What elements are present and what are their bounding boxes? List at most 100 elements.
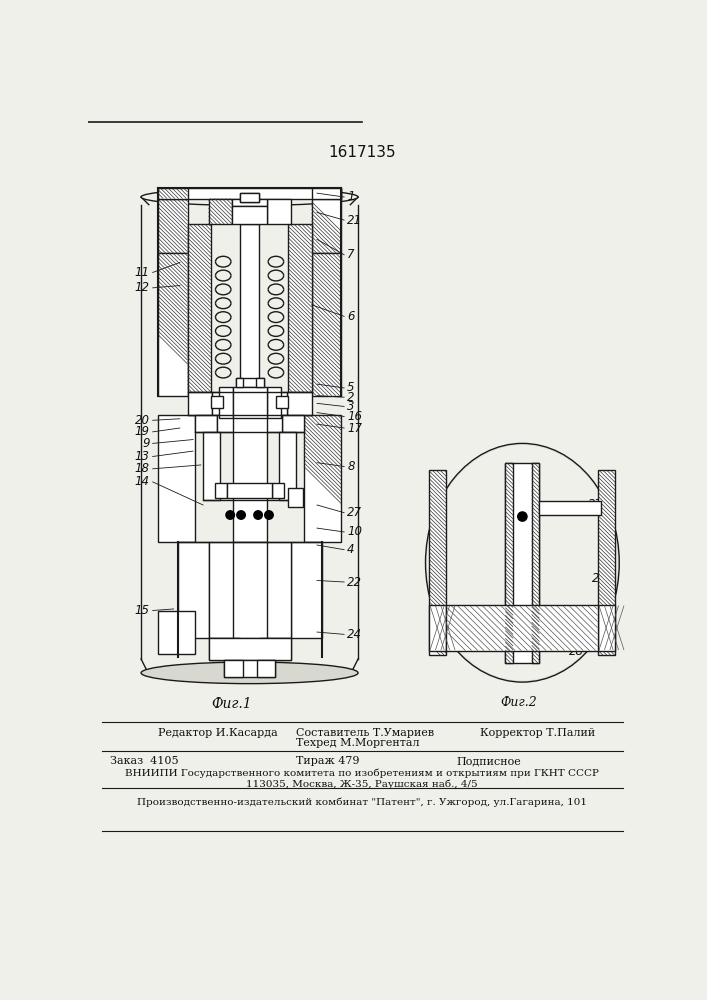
Polygon shape bbox=[532, 463, 539, 663]
Text: 3: 3 bbox=[347, 400, 355, 413]
Polygon shape bbox=[158, 611, 195, 654]
Text: Редактор И.Касарда: Редактор И.Касарда bbox=[158, 728, 278, 738]
Text: 10: 10 bbox=[347, 525, 362, 538]
Text: 21: 21 bbox=[347, 214, 362, 227]
Text: 19: 19 bbox=[134, 425, 150, 438]
Polygon shape bbox=[282, 415, 304, 432]
Polygon shape bbox=[232, 206, 267, 224]
Polygon shape bbox=[257, 660, 275, 677]
Polygon shape bbox=[187, 392, 212, 415]
Polygon shape bbox=[187, 224, 211, 392]
Text: Техред М.Моргентал: Техред М.Моргентал bbox=[296, 738, 419, 748]
Polygon shape bbox=[291, 542, 322, 638]
Text: 11: 11 bbox=[134, 266, 150, 279]
Polygon shape bbox=[304, 415, 341, 542]
Text: 17: 17 bbox=[347, 422, 362, 434]
Polygon shape bbox=[598, 605, 615, 651]
Polygon shape bbox=[598, 470, 615, 655]
Text: Подписное: Подписное bbox=[457, 756, 521, 766]
Text: 27: 27 bbox=[588, 498, 603, 512]
Ellipse shape bbox=[426, 443, 619, 682]
Text: 9: 9 bbox=[142, 437, 150, 450]
Text: ВНИИПИ Государственного комитета по изобретениям и открытиям при ГКНТ СССР: ВНИИПИ Государственного комитета по изоб… bbox=[125, 768, 599, 778]
Ellipse shape bbox=[427, 445, 618, 681]
Text: 25: 25 bbox=[592, 572, 607, 585]
Text: Фиг.2: Фиг.2 bbox=[500, 696, 537, 709]
Polygon shape bbox=[506, 463, 513, 663]
Polygon shape bbox=[203, 432, 220, 500]
Polygon shape bbox=[240, 193, 259, 202]
Polygon shape bbox=[429, 605, 446, 651]
Polygon shape bbox=[233, 542, 267, 638]
Text: 20: 20 bbox=[134, 414, 150, 427]
Circle shape bbox=[254, 511, 262, 519]
Polygon shape bbox=[233, 387, 267, 418]
Text: 5: 5 bbox=[347, 381, 355, 394]
Text: 18: 18 bbox=[134, 462, 150, 475]
Text: 13: 13 bbox=[134, 450, 150, 463]
Polygon shape bbox=[312, 253, 341, 396]
Polygon shape bbox=[288, 488, 303, 507]
Polygon shape bbox=[539, 501, 602, 515]
Polygon shape bbox=[429, 470, 446, 655]
Polygon shape bbox=[158, 253, 187, 396]
Text: 12: 12 bbox=[134, 281, 150, 294]
Text: 22: 22 bbox=[347, 576, 362, 588]
Circle shape bbox=[237, 511, 245, 519]
Polygon shape bbox=[250, 193, 259, 202]
Polygon shape bbox=[158, 188, 341, 199]
Polygon shape bbox=[211, 224, 288, 392]
Polygon shape bbox=[224, 660, 243, 677]
Polygon shape bbox=[267, 199, 291, 224]
Polygon shape bbox=[158, 188, 187, 199]
Text: 16: 16 bbox=[347, 410, 362, 423]
Polygon shape bbox=[233, 415, 267, 542]
Text: Тираж 479: Тираж 479 bbox=[296, 756, 360, 766]
Text: 4: 4 bbox=[347, 543, 355, 556]
Polygon shape bbox=[158, 188, 187, 253]
Polygon shape bbox=[217, 415, 282, 432]
Polygon shape bbox=[158, 415, 195, 542]
Text: Заказ  4105: Заказ 4105 bbox=[110, 756, 179, 766]
Text: Корректор Т.Палий: Корректор Т.Палий bbox=[480, 728, 595, 738]
Polygon shape bbox=[209, 199, 232, 224]
Polygon shape bbox=[195, 415, 217, 432]
Polygon shape bbox=[240, 224, 259, 389]
Text: 8: 8 bbox=[347, 460, 355, 473]
Polygon shape bbox=[312, 188, 341, 253]
Text: 113035, Москва, Ж-35, Раушская наб., 4/5: 113035, Москва, Ж-35, Раушская наб., 4/5 bbox=[246, 779, 478, 789]
Polygon shape bbox=[224, 660, 275, 677]
Polygon shape bbox=[235, 378, 264, 387]
Polygon shape bbox=[177, 542, 209, 638]
Polygon shape bbox=[446, 605, 598, 651]
Polygon shape bbox=[227, 483, 272, 498]
Ellipse shape bbox=[141, 662, 358, 684]
Polygon shape bbox=[272, 483, 284, 498]
Text: 1617135: 1617135 bbox=[328, 145, 396, 160]
Polygon shape bbox=[232, 199, 267, 206]
Polygon shape bbox=[312, 188, 341, 199]
Text: 15: 15 bbox=[134, 604, 150, 617]
Text: 6: 6 bbox=[347, 310, 355, 323]
Polygon shape bbox=[211, 396, 223, 408]
Text: 14: 14 bbox=[134, 475, 150, 488]
Circle shape bbox=[264, 511, 273, 519]
Text: 28: 28 bbox=[569, 645, 584, 658]
Text: Производственно-издательский комбинат "Патент", г. Ужгород, ул.Гагарина, 101: Производственно-издательский комбинат "П… bbox=[137, 798, 587, 807]
Circle shape bbox=[518, 512, 527, 521]
Ellipse shape bbox=[141, 189, 358, 205]
Text: 22: 22 bbox=[580, 626, 595, 639]
Polygon shape bbox=[276, 396, 288, 408]
Text: 2: 2 bbox=[347, 391, 355, 404]
Circle shape bbox=[226, 511, 235, 519]
Text: Фиг.1: Фиг.1 bbox=[211, 698, 252, 712]
Polygon shape bbox=[506, 463, 539, 663]
Polygon shape bbox=[218, 387, 233, 418]
Polygon shape bbox=[287, 392, 312, 415]
Polygon shape bbox=[259, 638, 291, 660]
Polygon shape bbox=[240, 193, 250, 202]
Polygon shape bbox=[288, 224, 312, 392]
Text: 27: 27 bbox=[347, 506, 362, 519]
Polygon shape bbox=[212, 392, 287, 415]
Text: 24: 24 bbox=[347, 628, 362, 641]
